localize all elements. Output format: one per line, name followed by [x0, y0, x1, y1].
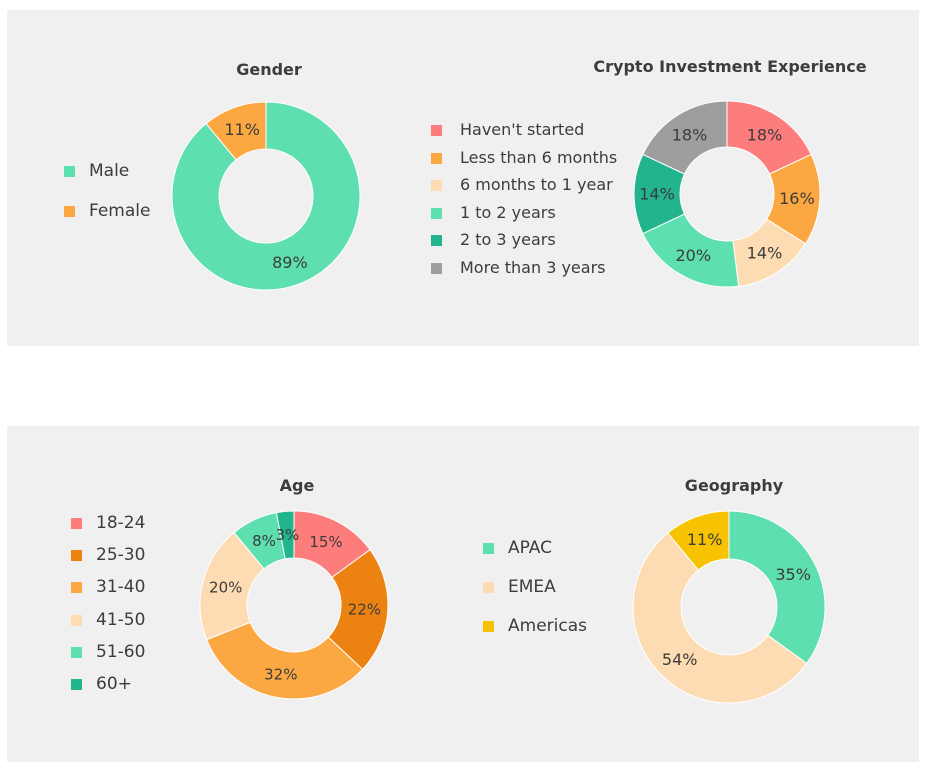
- experience-chart-title: Crypto Investment Experience: [593, 57, 867, 76]
- legend-label: Haven't started: [460, 120, 585, 139]
- legend-swatch: [71, 679, 82, 690]
- age-slice-3: [205, 621, 364, 700]
- experience-value-label-6: 18%: [672, 125, 708, 144]
- geography-slice-3: [667, 510, 730, 571]
- gender-value-label-1: 89%: [272, 253, 308, 272]
- legend-swatch: [431, 180, 442, 192]
- age-value-label-4: 20%: [209, 578, 242, 596]
- legend-label: EMEA: [508, 577, 556, 597]
- age-chart-title: Age: [279, 476, 315, 495]
- geography-value-label-1: 35%: [775, 565, 811, 584]
- legend-label: Female: [89, 201, 151, 221]
- legend-label: More than 3 years: [460, 258, 606, 277]
- gender-slice-2: [205, 101, 267, 161]
- legend-label: 31-40: [96, 577, 146, 598]
- age-slice-6: [275, 510, 295, 560]
- age-value-label-2: 22%: [348, 600, 381, 618]
- geography-slice-1: [728, 510, 826, 665]
- experience-value-label-3: 14%: [747, 244, 783, 263]
- legend-swatch: [431, 263, 442, 274]
- legend-swatch: [71, 550, 82, 562]
- legend-label: 1 to 2 years: [460, 202, 556, 222]
- legend-label: APAC: [508, 538, 552, 558]
- legend-label: Americas: [508, 616, 587, 636]
- gender-value-label-2: 11%: [224, 120, 260, 139]
- legend-swatch: [431, 235, 442, 247]
- legend-swatch: [64, 206, 75, 217]
- experience-value-label-5: 14%: [639, 185, 675, 204]
- legend-swatch: [483, 543, 494, 554]
- legend-label: 18-24: [96, 513, 146, 533]
- legend-swatch: [71, 582, 82, 594]
- experience-value-label-2: 16%: [779, 189, 815, 208]
- legend-label: 6 months to 1 year: [460, 175, 613, 195]
- age-value-label-5: 8%: [252, 532, 276, 550]
- legend-label: 41-50: [96, 609, 146, 630]
- legend-swatch: [483, 621, 494, 632]
- legend-label: Less than 6 months: [460, 147, 618, 167]
- age-value-label-3: 32%: [264, 665, 297, 683]
- legend-label: 25-30: [96, 545, 146, 566]
- legend-label: 51-60: [96, 641, 146, 662]
- geography-value-label-3: 11%: [687, 530, 723, 549]
- age-value-label-1: 15%: [309, 533, 342, 551]
- experience-slice-6: [642, 100, 728, 175]
- experience-value-label-4: 20%: [675, 246, 711, 265]
- geography-chart-title: Geography: [684, 476, 784, 495]
- geography-value-label-2: 54%: [662, 650, 698, 669]
- age-slice-2: [327, 549, 389, 671]
- legend-swatch: [71, 518, 82, 529]
- legend-swatch: [431, 152, 442, 164]
- legend-swatch: [71, 646, 82, 658]
- legend-label: Male: [89, 161, 130, 181]
- experience-value-label-1: 18%: [747, 125, 783, 144]
- legend-swatch: [431, 125, 442, 136]
- geography-slice-2: [632, 532, 808, 704]
- age-value-label-6: 3%: [275, 526, 299, 544]
- legend-label: 2 to 3 years: [460, 230, 556, 250]
- legend-swatch: [71, 614, 82, 626]
- gender-slice-1: [171, 101, 361, 291]
- gender-chart-title: Gender: [236, 60, 302, 79]
- legend-label: 60+: [96, 674, 132, 694]
- bottom-panel: [7, 426, 919, 762]
- top-panel: [7, 10, 919, 346]
- legend-swatch: [483, 582, 494, 593]
- legend-swatch: [64, 166, 75, 177]
- legend-swatch: [431, 207, 442, 219]
